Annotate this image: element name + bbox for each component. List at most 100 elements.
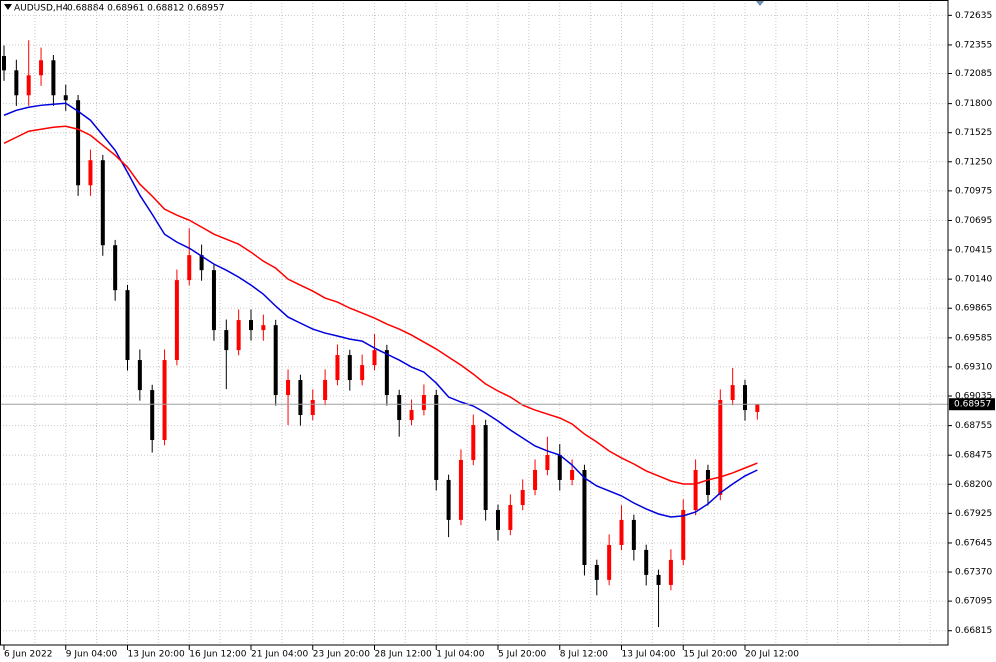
candle-body [594,564,599,580]
candle-body [199,255,204,271]
chart-title: AUDUSD,H4 [14,4,69,14]
x-tick-label: 21 Jun 04:00 [251,650,308,660]
y-tick-label: 0.71250 [955,157,992,167]
x-tick-label: 23 Jun 20:00 [313,650,370,660]
x-tick-label: 13 Jun 20:00 [128,650,185,660]
bid-box [949,398,995,411]
y-tick-label: 0.67370 [955,568,992,578]
candle-body [211,270,216,331]
y-tick-label: 0.68200 [955,480,992,490]
candle-body [570,470,575,480]
y-tick-label: 0.68475 [955,451,992,461]
candle-body [298,380,303,416]
candle-body [557,454,562,480]
y-tick-label: 0.66815 [955,626,992,636]
y-tick-label: 0.70140 [955,275,992,285]
candle-body [471,425,476,460]
candle-body [100,160,105,246]
candle-body [236,320,241,351]
y-tick-label: 0.72355 [955,40,992,50]
title-arrow [4,4,12,10]
candle-body [323,380,328,401]
candle-body [458,459,463,520]
y-tick-label: 0.67925 [955,509,992,519]
y-tick-label: 0.70695 [955,216,992,226]
x-tick-label: 1 Jul 04:00 [436,650,485,660]
candle-body [39,60,44,76]
candle-body [310,400,315,416]
y-tick-label: 0.71525 [955,128,992,138]
candle-body [273,325,278,396]
y-tick-label: 0.72085 [955,69,992,79]
moving-average [3,125,758,485]
candle-body [483,425,488,510]
candle-body [187,255,192,281]
candle-body [76,100,81,186]
candle-body [743,385,747,411]
candle-body [730,385,735,401]
candle-body [249,320,253,331]
candle-body [137,360,142,391]
candle-body [644,549,649,575]
candle-body [755,404,760,412]
candle-body [619,519,624,545]
candle-body [162,360,167,440]
y-tick-label: 0.67645 [955,538,992,548]
candle-body [261,325,266,331]
candle-body [656,574,661,585]
x-tick-label: 20 Jul 12:00 [745,650,799,660]
candle-body [150,390,155,440]
ohlc-label: 0.68884 0.68961 0.68812 0.68957 [67,4,224,14]
candle-body [582,470,587,565]
x-tick-label: 15 Jul 20:00 [683,650,737,660]
plot-frame [0,0,949,646]
candle-body [335,355,340,381]
y-tick-label: 0.71800 [955,99,992,109]
y-tick-label: 0.68755 [955,421,992,431]
y-tick-label: 0.69585 [955,333,992,343]
candle-body [631,519,636,550]
candle-body [286,380,291,396]
candle-body [533,470,538,490]
x-tick-label: 9 Jun 04:00 [66,650,118,660]
candle-body [508,505,513,530]
candle-body [545,454,550,471]
candle-body [372,350,377,366]
candle-body [705,470,710,495]
y-tick-label: 0.69310 [955,362,992,372]
candle-body [668,559,673,585]
candle-body [14,70,19,96]
y-tick-label: 0.70975 [955,186,992,196]
y-tick-label: 0.70415 [955,246,992,256]
y-tick-label: 0.69865 [955,304,992,314]
candle-body [360,365,365,381]
y-tick-label: 0.67095 [955,597,992,607]
candle-body [421,395,426,411]
candle-body [224,330,229,351]
candle-body [26,75,31,96]
candle-body [51,60,56,96]
shift-marker [755,0,765,6]
x-tick-label: 5 Jul 20:00 [498,650,547,660]
candle-body [174,280,179,361]
candle-body [125,290,130,361]
candle-body [446,479,451,520]
candle-body [434,395,439,480]
x-tick-label: 8 Jul 12:00 [560,650,609,660]
candle-body [409,410,414,420]
x-tick-label: 16 Jun 12:00 [189,650,246,660]
candle-body [607,544,612,580]
candle-body [113,245,118,291]
candle-body [496,509,500,530]
x-tick-label: 28 Jun 12:00 [375,650,432,660]
y-tick-label: 0.72635 [955,11,992,21]
candle-body [384,350,389,396]
candle-body [63,95,68,101]
y-tick-label: 0.69035 [955,391,992,401]
candle-body [520,489,525,506]
candle-body [347,355,352,381]
candle-body [718,400,723,495]
x-tick-label: 13 Jul 04:00 [622,650,676,660]
candle-body [88,160,93,186]
